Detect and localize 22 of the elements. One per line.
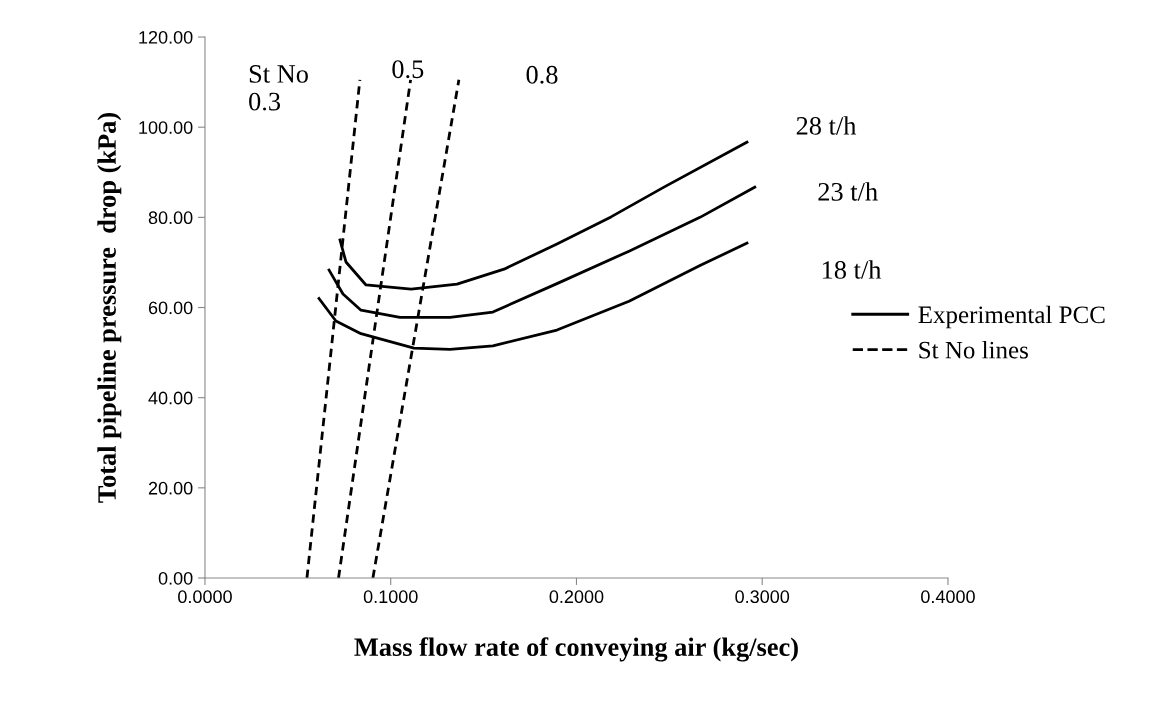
- y-tick-label: 20.00: [148, 481, 193, 495]
- y-tick-label: 0.00: [158, 571, 193, 585]
- legend-label: Experimental PCC: [918, 305, 1105, 329]
- y-tick-label: 100.00: [139, 121, 193, 134]
- y-tick-label: 80.00: [148, 211, 193, 225]
- y-tick-label: 60.00: [148, 301, 193, 315]
- annotation: 23 t/h: [818, 182, 878, 201]
- x-tick-label: 0.4000: [921, 590, 975, 604]
- annotation: St No 0.3: [249, 65, 308, 111]
- y-tick-label: 40.00: [148, 391, 193, 405]
- annotation: 0.5: [392, 60, 424, 79]
- x-tick-label: 0.0000: [178, 590, 232, 604]
- x-tick-label: 0.2000: [549, 590, 604, 604]
- annotation: 18 t/h: [822, 260, 882, 279]
- x-tick-label: 0.3000: [735, 590, 790, 604]
- legend-label: St No lines: [919, 340, 1028, 359]
- x-tick-label: 0.1000: [363, 590, 418, 604]
- y-tick-label: 120.00: [139, 30, 193, 44]
- annotation: 28 t/h: [796, 116, 857, 135]
- annotation: 0.8: [526, 65, 558, 84]
- x-axis-title: Mass flow rate of conveying air (kg/sec): [354, 637, 798, 662]
- y-axis-title: Total pipeline pressure drop (kPa): [97, 113, 122, 503]
